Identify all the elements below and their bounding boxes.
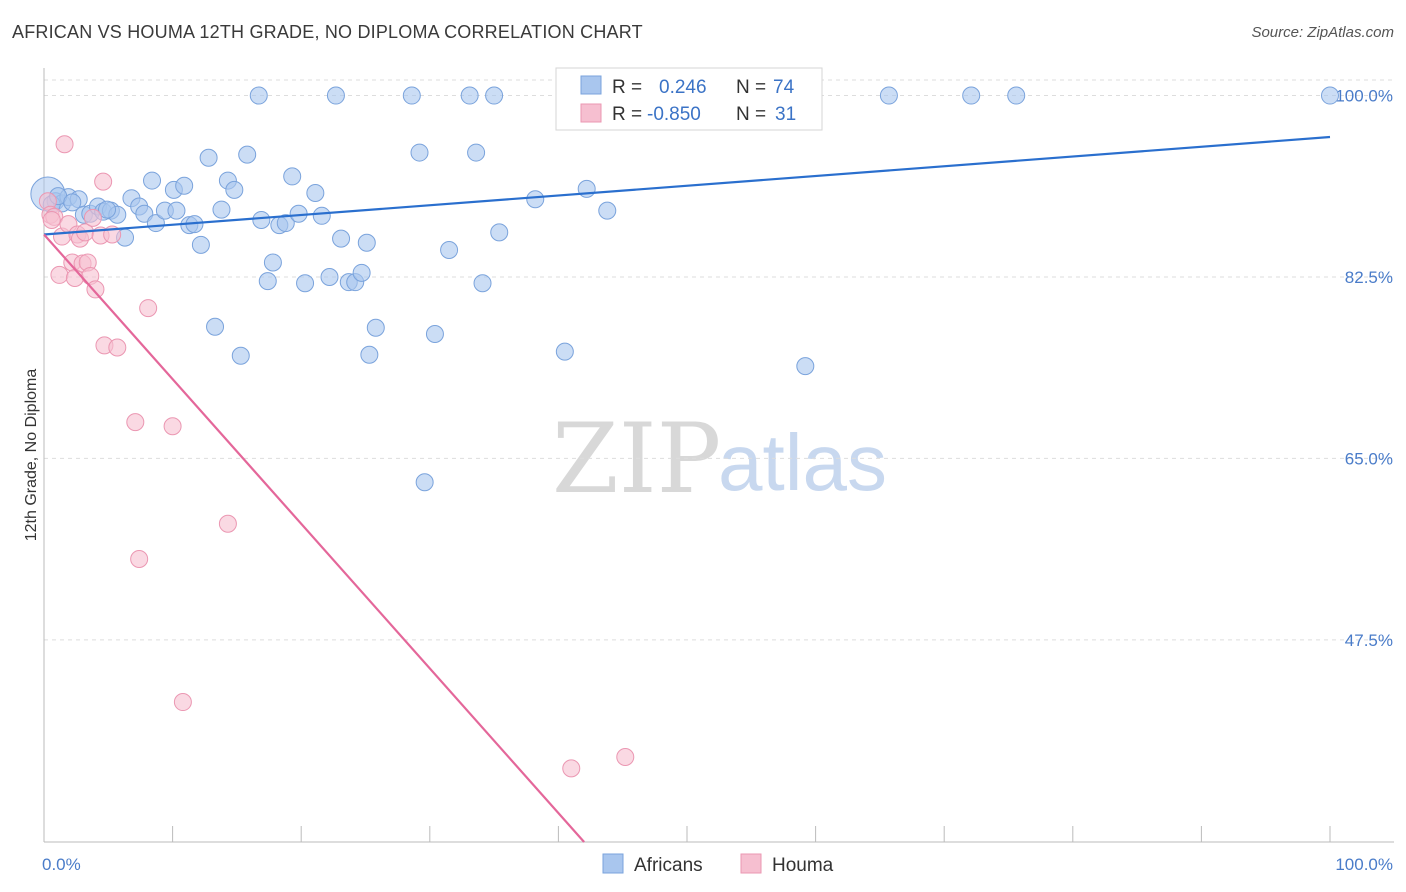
legend-n-value-blue: 74	[773, 77, 795, 98]
african-point-39	[296, 274, 315, 293]
african-point-53	[415, 473, 434, 492]
african-point-55	[440, 241, 459, 260]
african-point-60	[490, 223, 509, 242]
african-point-66	[796, 357, 815, 376]
african-point-70	[1321, 86, 1339, 105]
african-point-44	[332, 229, 351, 248]
legend-n-label-pink: N =	[736, 104, 766, 125]
african-point-64	[598, 201, 617, 220]
series-legend-label-africans: Africans	[634, 855, 703, 876]
african-point-58	[473, 274, 492, 293]
african-point-23	[191, 235, 210, 254]
african-point-74	[98, 200, 117, 219]
african-point-57	[467, 143, 486, 162]
houma-point-27	[218, 514, 237, 533]
african-point-25	[206, 317, 225, 336]
legend-r-label-blue: R =	[612, 77, 642, 98]
african-point-51	[402, 86, 421, 105]
legend-n-value-pink: 31	[775, 104, 796, 125]
houma-point-22	[126, 413, 145, 432]
african-point-41	[312, 206, 331, 225]
african-point-56	[460, 86, 479, 105]
african-point-30	[238, 145, 257, 164]
houma-point-23	[130, 549, 149, 568]
legend-swatch-blue	[580, 75, 602, 95]
chart-title: AFRICAN VS HOUMA 12TH GRADE, NO DIPLOMA …	[12, 22, 643, 42]
african-point-32	[252, 210, 271, 229]
series-legend-swatch-africans	[602, 853, 624, 874]
african-point-59	[485, 86, 504, 105]
series-legend: Africans Houma	[602, 853, 834, 876]
legend-r-label-pink: R =	[612, 104, 642, 125]
africans-trend-line	[43, 135, 1331, 236]
legend-r-value-pink: -0.850	[647, 104, 701, 125]
african-point-40	[306, 184, 325, 203]
y-tick-labels: 100.0% 82.5% 65.0% 47.5%	[1335, 87, 1393, 650]
african-point-42	[320, 267, 339, 286]
african-point-19	[167, 201, 186, 220]
houma-point-24	[139, 299, 158, 318]
houma-point-18	[94, 172, 113, 191]
chart-source: Source: ZipAtlas.com	[1251, 24, 1394, 41]
african-point-34	[263, 253, 282, 272]
watermark-atlas: atlas	[718, 418, 887, 507]
african-point-47	[352, 263, 371, 282]
african-point-36	[276, 214, 295, 233]
african-point-73	[63, 193, 82, 212]
african-point-31	[249, 86, 268, 105]
houma-point-28	[562, 759, 581, 778]
houma-point-30	[42, 210, 61, 229]
watermark: ZIP atlas	[552, 403, 887, 515]
trend-lines	[43, 135, 1331, 843]
houma-point-21	[108, 338, 127, 357]
x-tick-label-0: 0.0%	[42, 855, 81, 874]
houma-point-15	[83, 208, 102, 227]
houma-point-26	[173, 693, 192, 712]
series-legend-swatch-houma	[740, 853, 762, 874]
african-point-50	[366, 318, 385, 337]
african-point-43	[326, 86, 345, 105]
african-point-49	[360, 345, 379, 364]
african-point-61	[526, 190, 545, 209]
african-point-62	[555, 342, 574, 361]
x-tick-label-1: 100.0%	[1335, 855, 1393, 874]
y-tick-label-3: 47.5%	[1345, 631, 1393, 650]
stats-legend: R = 0.246 N = 74 R = -0.850 N = 31	[555, 67, 823, 131]
legend-swatch-pink	[580, 103, 602, 123]
african-point-54	[425, 325, 444, 343]
houma-trend-line	[43, 233, 585, 843]
x-tick-labels: 0.0% 100.0%	[42, 855, 1393, 874]
y-tick-label-1: 82.5%	[1345, 268, 1393, 287]
series-legend-label-houma: Houma	[772, 855, 834, 876]
african-point-67	[879, 86, 898, 105]
houma-point-5	[55, 135, 74, 154]
legend-r-value-blue: 0.246	[659, 77, 707, 98]
african-point-20	[175, 176, 194, 195]
y-tick-label-0: 100.0%	[1335, 87, 1393, 106]
legend-n-label-blue: N =	[736, 77, 766, 98]
african-point-37	[283, 167, 302, 186]
african-point-48	[357, 233, 376, 252]
houma-point-29	[616, 747, 635, 766]
african-point-24	[199, 148, 218, 167]
houma-point-3	[50, 265, 69, 284]
y-axis-label: 12th Grade, No Diploma	[23, 369, 40, 542]
african-point-28	[225, 180, 244, 199]
african-point-29	[231, 346, 250, 365]
african-point-69	[1007, 86, 1026, 105]
watermark-zip: ZIP	[552, 403, 721, 515]
african-point-68	[962, 86, 981, 105]
african-point-26	[212, 200, 231, 219]
african-point-33	[258, 272, 277, 291]
houma-point-16	[86, 280, 105, 299]
y-tick-label-2: 65.0%	[1345, 449, 1393, 468]
african-point-15	[143, 171, 162, 190]
african-point-52	[410, 143, 429, 162]
houma-point-25	[163, 417, 182, 436]
